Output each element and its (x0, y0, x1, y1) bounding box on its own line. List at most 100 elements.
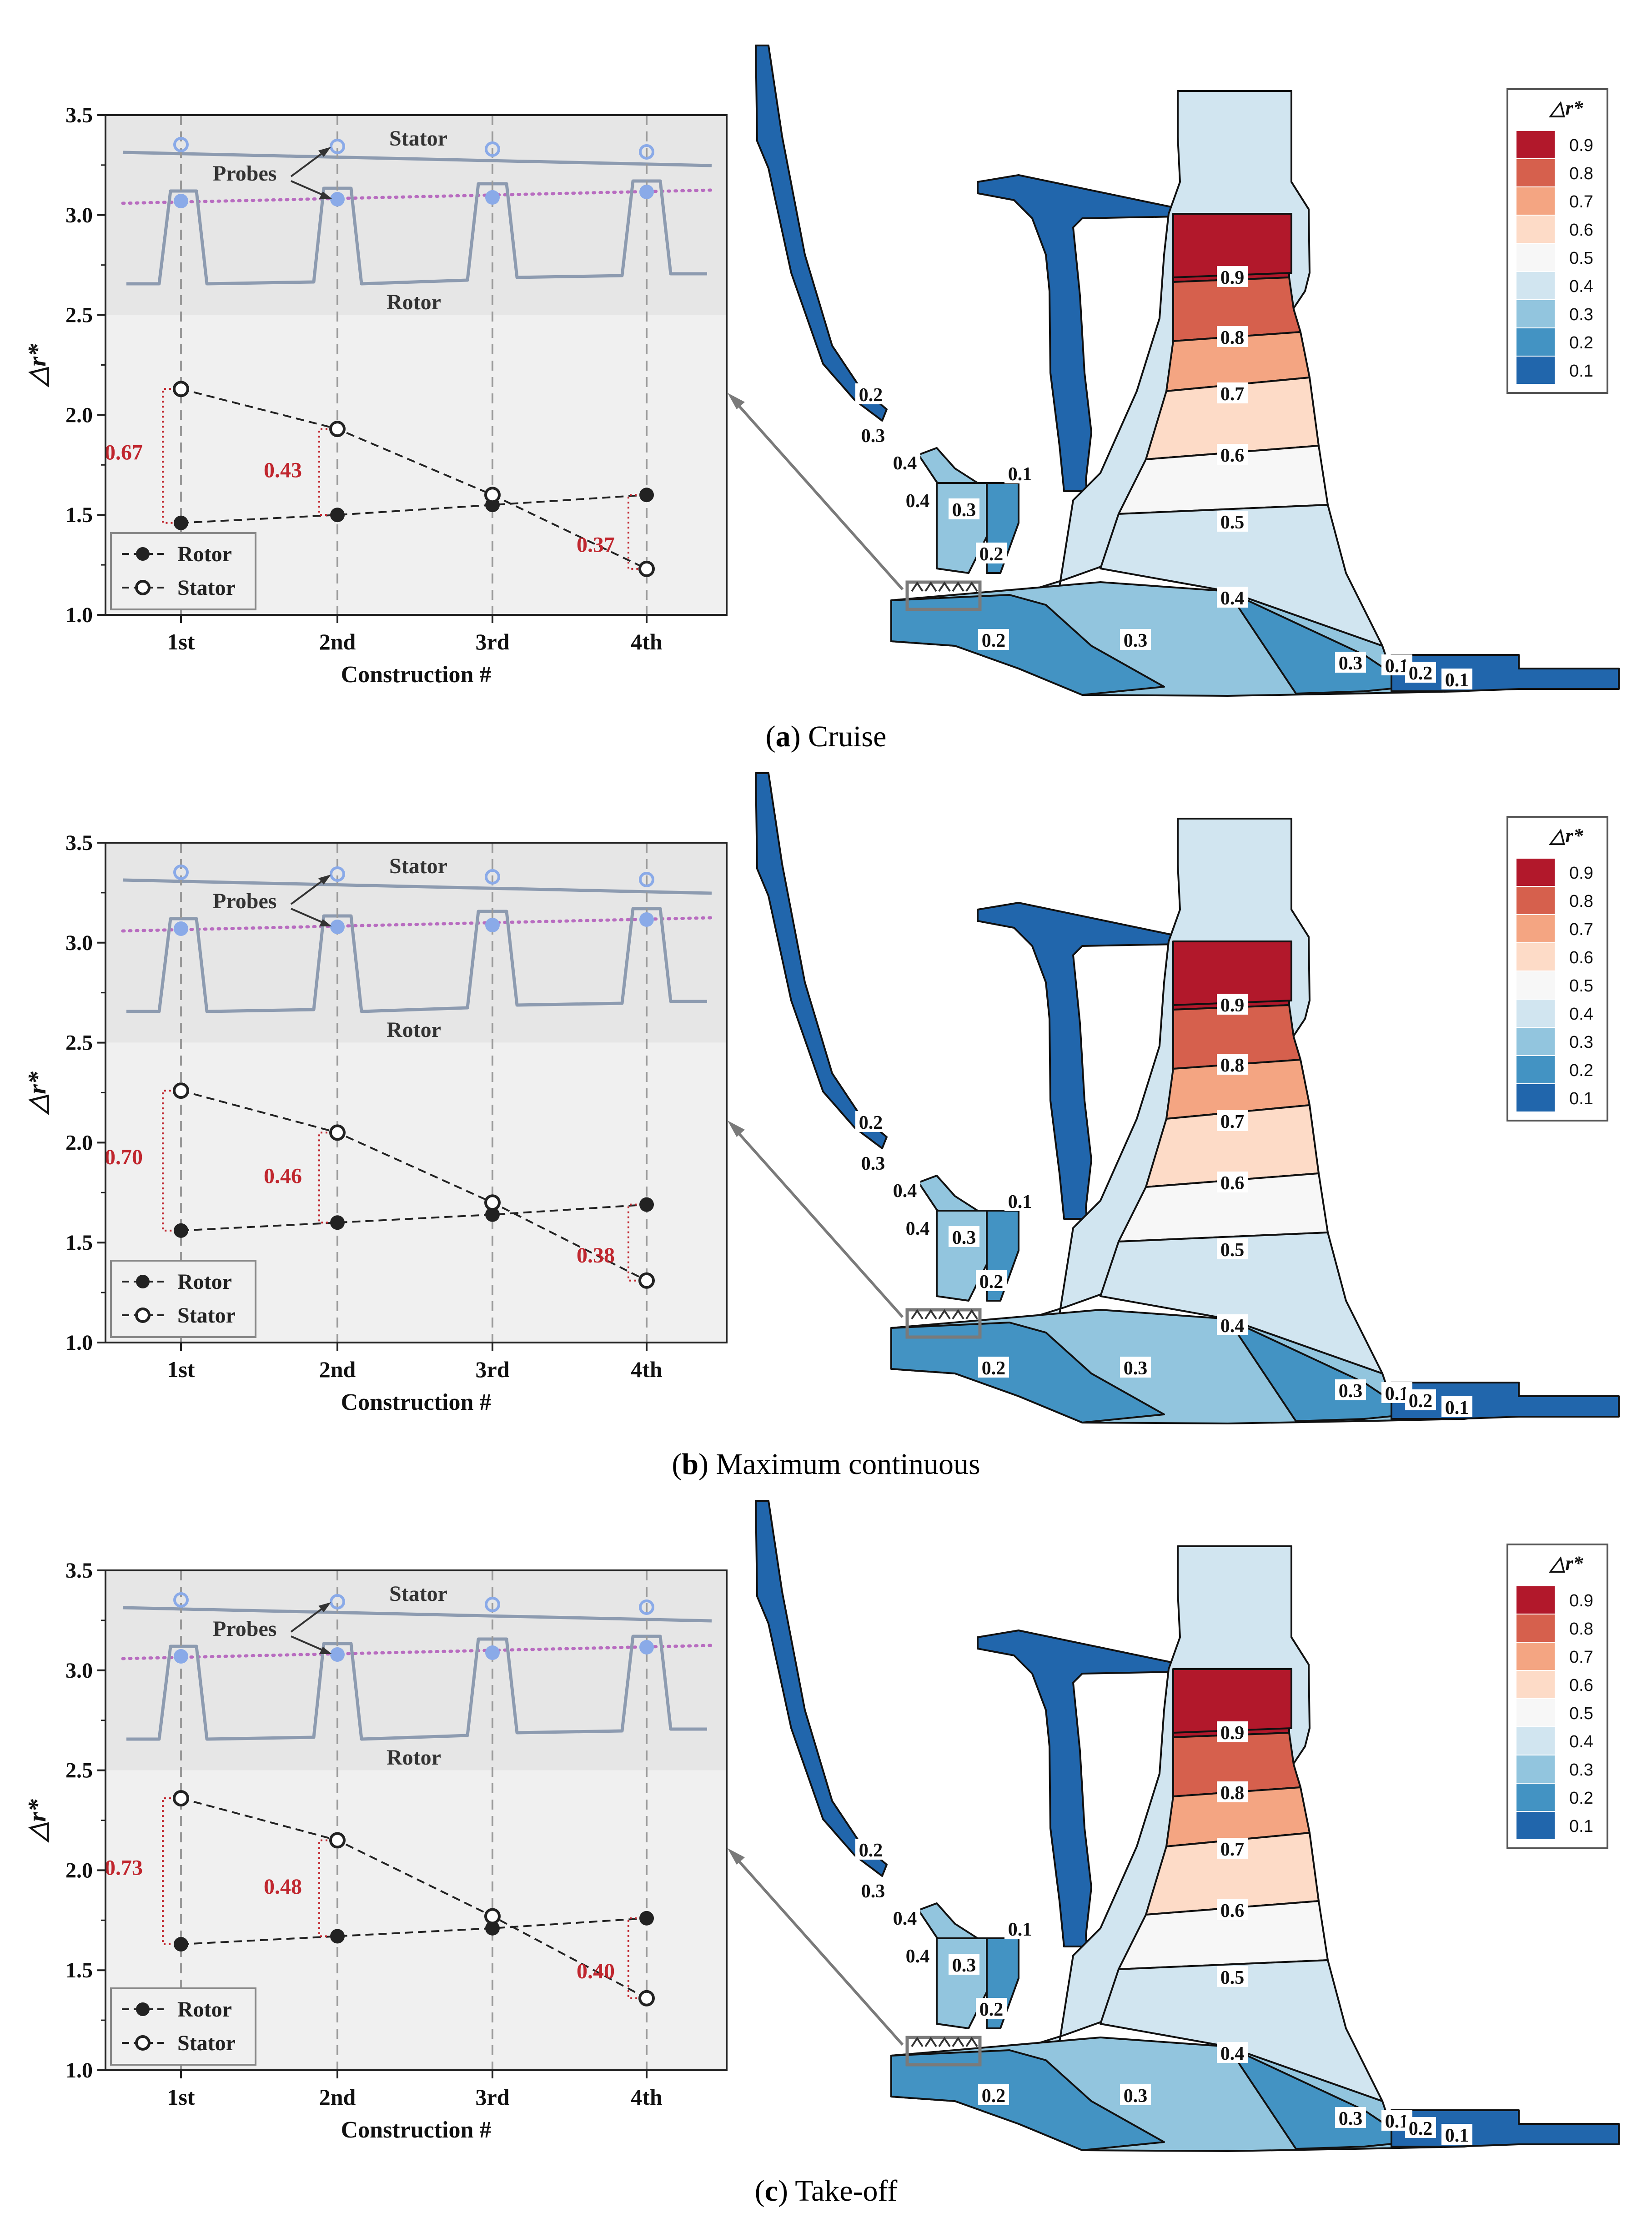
contour-label: 0.2 (1409, 663, 1433, 684)
y-tick-label: 1.5 (65, 1958, 93, 1982)
probe-dotted-line (121, 1644, 713, 1660)
probe-tooth (952, 2037, 964, 2047)
stator-probe (639, 872, 654, 887)
legend-level-label: 0.1 (1569, 362, 1593, 381)
contour-label: 0.4 (1220, 2043, 1245, 2064)
contour-label: 0.9 (1220, 267, 1245, 288)
contour-label-bg (1120, 2084, 1151, 2105)
probe-box (905, 580, 982, 611)
contour-label-bg (976, 1270, 1007, 1291)
legend-marker-rotor (136, 2002, 150, 2016)
gap-label: 0.37 (577, 533, 615, 557)
x-tick-label: 4th (631, 1357, 663, 1382)
contour-label: 0.2 (982, 2086, 1006, 2107)
probe-arrowhead (318, 875, 331, 885)
contour-label-bg (1217, 994, 1248, 1015)
stator-point (638, 1990, 655, 2007)
casing-arm (755, 772, 888, 1149)
rotor-point (485, 1921, 500, 1936)
contour-label: 0.5 (1220, 1967, 1245, 1988)
gap-label: 0.48 (264, 1875, 302, 1899)
legend-level-label: 0.6 (1569, 948, 1593, 967)
stator-line (122, 1606, 712, 1623)
contour-label: 0.1 (1008, 1919, 1032, 1940)
contour-label-bg (1217, 444, 1248, 465)
contour-label-bg (978, 1357, 1009, 1378)
legend-swatch (1516, 859, 1555, 886)
contour-label-bg (976, 543, 1007, 563)
probe-tooth (938, 1309, 951, 1320)
band-04 (1100, 504, 1383, 647)
rotor-probe (485, 918, 500, 932)
y-tick-label: 1.0 (65, 2058, 93, 2082)
stator-probe (173, 1592, 189, 1608)
legend-level-label: 0.5 (1569, 976, 1593, 996)
gap-bracket (162, 388, 181, 524)
probe-arrow (290, 877, 327, 905)
y-tick-label: 3.5 (65, 831, 93, 855)
inset-label-stator: Stator (389, 126, 447, 151)
x-tick-label: 2nd (319, 1357, 356, 1382)
probe-tooth (911, 1309, 924, 1320)
contour-label: 0.2 (979, 1999, 1004, 2020)
legend-swatch (1516, 887, 1555, 914)
rotor-point (330, 1929, 345, 1944)
contour-label: 0.4 (893, 453, 917, 474)
legend-swatch (1516, 1812, 1555, 1839)
rotor-point (330, 1215, 345, 1230)
legend-swatch (1516, 272, 1555, 299)
inset-label-rotor: Rotor (387, 1745, 441, 1770)
y-tick-label: 2.0 (65, 1131, 93, 1155)
legend-label-rotor: Rotor (177, 1997, 232, 2022)
rotor-probe (174, 194, 188, 208)
contour-label-bg (902, 489, 933, 510)
legend-box (110, 532, 256, 610)
contour-label-bg (1335, 2107, 1366, 2128)
y-tick-label: 1.5 (65, 503, 93, 527)
legend-label-stator: Stator (177, 576, 236, 600)
contour-label: 0.7 (1220, 1112, 1245, 1132)
caption: (b) Maximum continuous (672, 1448, 980, 1481)
inset-label-probes: Probes (213, 1617, 276, 1641)
legend-level-label: 0.2 (1569, 1789, 1593, 1808)
gap-label: 0.46 (264, 1164, 302, 1188)
rotor-point (174, 515, 188, 530)
stator-probe (330, 866, 345, 882)
contour-label-bg (1405, 2117, 1436, 2138)
stator-point (484, 1194, 501, 1211)
y-tick-label: 1.5 (65, 1231, 93, 1255)
legend-swatch (1516, 131, 1555, 158)
y-tick-label: 2.5 (65, 303, 93, 327)
rotor-point (174, 1937, 188, 1952)
y-tick-label: 3.0 (65, 203, 93, 227)
probe-dotted-line (121, 188, 713, 205)
legend-swatch (1516, 1727, 1555, 1755)
contour-label-bg (949, 1226, 979, 1247)
legend-swatch (1516, 244, 1555, 271)
inset-label-stator: Stator (389, 1582, 447, 1606)
contour-label-bg (855, 383, 886, 404)
x-tick-label: 3rd (476, 629, 510, 654)
contour-label-bg (1004, 1918, 1035, 1939)
legend-swatch (1516, 300, 1555, 327)
x-tick-label: 3rd (476, 2084, 510, 2110)
legend-marker-rotor (136, 1275, 150, 1288)
contour-label-bg (1441, 1396, 1472, 1417)
probe-tooth (924, 581, 937, 592)
probe-tooth (965, 581, 978, 592)
y-tick-label: 3.0 (65, 1659, 93, 1683)
legend-level-label: 0.6 (1569, 221, 1593, 240)
gap-label: 0.70 (105, 1145, 143, 1169)
contour-label-bg (1217, 511, 1248, 532)
contour-label: 0.1 (1385, 656, 1409, 677)
inset-label-stator: Stator (389, 854, 447, 878)
probe-arrow (290, 1604, 327, 1633)
contour-label-bg (858, 1880, 889, 1901)
contour-label-bg (1217, 1172, 1248, 1192)
legend-swatch (1516, 1755, 1555, 1783)
x-tick-label: 1st (167, 629, 195, 654)
caption-letter: c (764, 2174, 778, 2208)
series-line-rotor (181, 1917, 647, 1946)
stator-point (638, 560, 655, 577)
legend-level-label: 0.5 (1569, 1704, 1593, 1723)
